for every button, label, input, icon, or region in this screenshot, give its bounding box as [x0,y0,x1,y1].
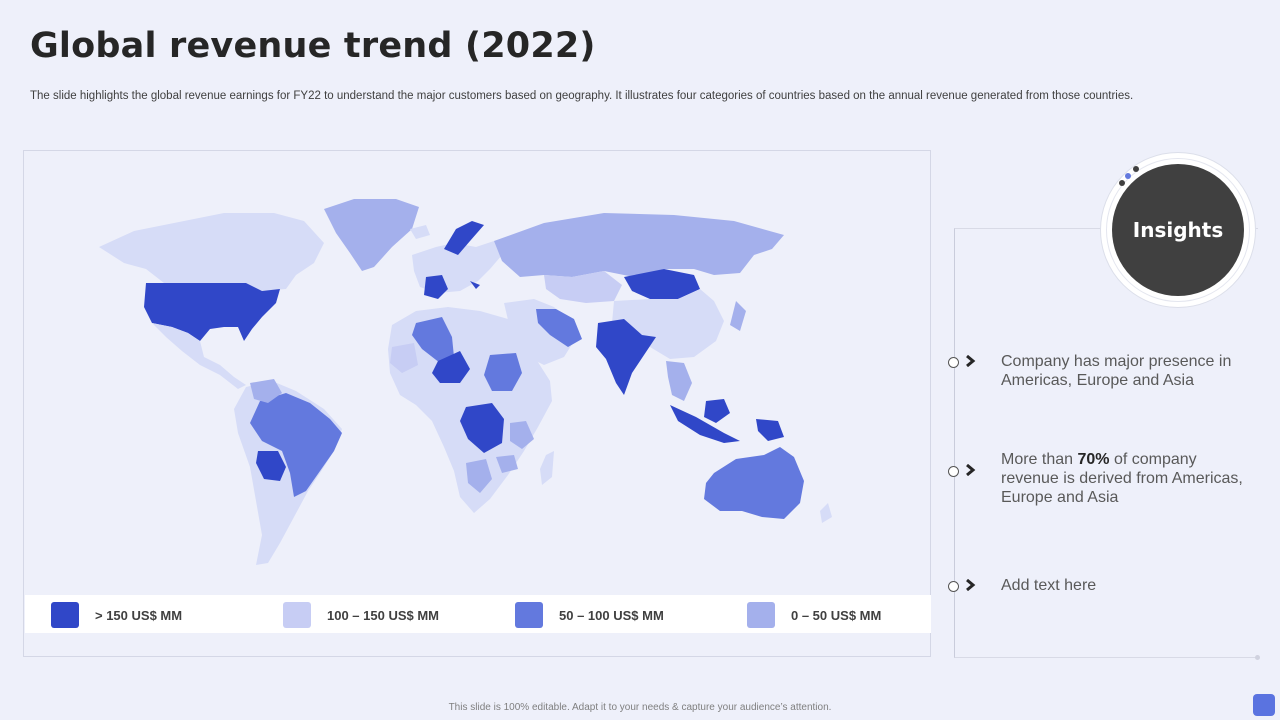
map-france [424,275,448,299]
map-iran [536,309,582,347]
corner-square-icon [1253,694,1275,716]
map-new-zealand [820,503,832,523]
map-india [596,319,656,395]
map-bolivia [256,451,286,481]
map-japan [730,301,746,331]
insights-badge: Insights [1112,164,1244,296]
insight-text-pre: More than [1001,451,1078,468]
slide-footer: This slide is 100% editable. Adapt it to… [448,702,832,713]
decor-dot [1133,166,1139,172]
map-norway [444,221,484,255]
map-indonesia [670,405,740,443]
map-madagascar [540,451,554,485]
legend-label: 100 – 150 US$ MM [327,607,440,623]
insights-ring [1106,158,1250,302]
circle-bullet-icon [948,466,959,477]
map-greenland [324,199,419,271]
legend-item-tier3: 50 – 100 US$ MM [515,602,664,628]
map-mexico [152,323,246,389]
map-italy [470,281,480,289]
insight-item: More than 70% of company revenue is deri… [948,450,1251,507]
chevron-right-icon [966,579,976,591]
map-chad [432,351,470,383]
world-map [99,199,832,565]
insight-text: Company has major presence in Americas, … [1001,353,1232,389]
map-west-africa [390,343,418,373]
legend-item-tier1: > 150 US$ MM [51,602,182,628]
map-mongolia [624,269,700,299]
map-venezuela [250,379,282,403]
map-se-asia [666,361,692,401]
insights-heading: Insights [1132,218,1224,242]
map-australia [704,447,804,519]
legend-item-tier4: 0 – 50 US$ MM [747,602,881,628]
legend-label: 50 – 100 US$ MM [559,607,664,623]
map-papua [756,419,784,441]
map-iceland [410,225,430,239]
insight-highlight: 70% [1077,451,1110,468]
decor-dot [1125,173,1131,179]
insight-item: Company has major presence in Americas, … [948,352,1251,390]
circle-bullet-icon [948,581,959,592]
slide-subtitle: The slide highlights the global revenue … [30,90,1134,102]
map-algeria [412,317,454,363]
map-congo [460,403,504,453]
legend-label: 0 – 50 US$ MM [791,607,882,623]
map-kazakhstan [544,271,622,303]
map-usa [144,283,280,341]
chevron-right-icon [966,355,976,367]
legend-item-tier2: 100 – 150 US$ MM [283,602,439,628]
map-sudan [484,353,522,391]
map-legend: > 150 US$ MM 100 – 150 US$ MM 50 – 100 U… [25,595,931,633]
legend-label: > 150 US$ MM [95,607,183,623]
map-southern-africa [466,459,492,493]
legend-swatch [51,602,79,628]
insight-text-post: of company revenue is derived from Ameri… [1001,451,1243,506]
legend-swatch [515,602,543,628]
map-borneo [704,399,730,423]
map-canada [99,213,324,291]
map-zambia [496,455,518,473]
map-east-africa [510,421,534,449]
insight-text: Add text here [1001,577,1097,594]
map-russia [494,213,784,277]
legend-swatch [747,602,775,628]
insight-item: Add text here [948,576,1251,595]
map-brazil [250,393,342,497]
slide-title: Global revenue trend (2022) [30,26,596,66]
world-map-panel: > 150 US$ MM 100 – 150 US$ MM 50 – 100 U… [23,150,931,657]
frame-corner-dot [1255,655,1260,660]
insight-text: More than 70% of company revenue is deri… [1001,450,1251,507]
chevron-right-icon [966,464,976,476]
decor-dot [1119,180,1125,186]
legend-swatch [283,602,311,628]
circle-bullet-icon [948,357,959,368]
